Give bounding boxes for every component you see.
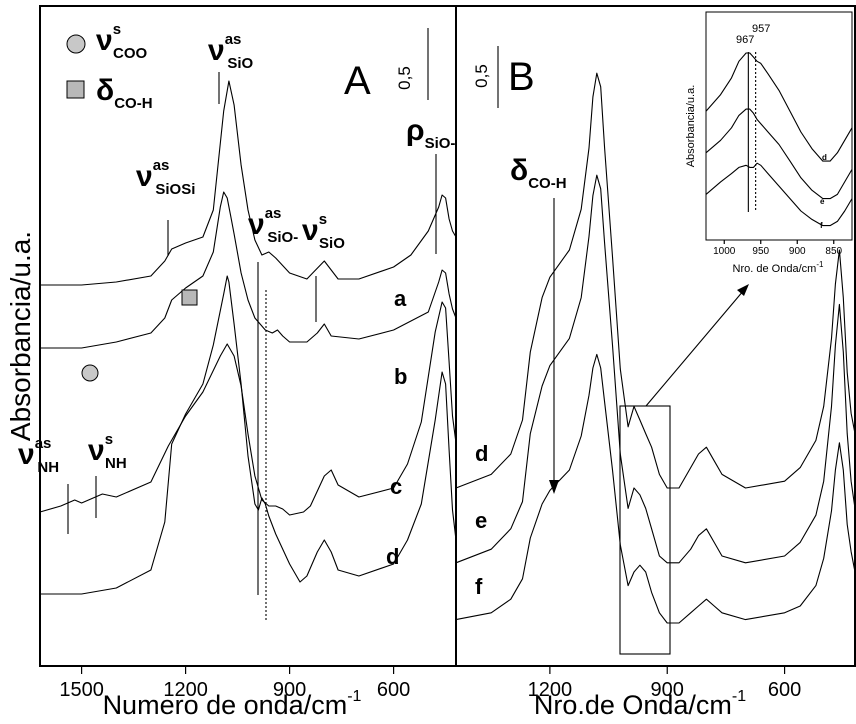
band-label-siosi-sup: as [153,157,170,174]
band-label-sio-minus-sym: ν [248,208,265,241]
band-label-sio-minus: νas SiO- [248,205,298,246]
scale-bar-a-label: 0,5 [395,66,414,90]
legend-circle-marker [66,34,86,54]
legend-coo-label: νs COO [96,21,148,62]
band-label-siosi-sub: SiOSi [155,181,195,198]
series-label-d-b: d [475,441,488,466]
band-label-sio-s: νs SiO [302,211,345,252]
x-axis-label-b: Nro.de Onda/cm-1 [534,688,746,720]
x-axis-label-a-text: Numero de onda/cm [103,690,348,720]
band-label-sio-as-sub: SiO [227,55,253,72]
band-label-coh-b-sym: δ [510,154,528,187]
x-tick-label-a-1200: 1200 [163,679,208,701]
inset-trace-e [705,108,853,200]
coh-arrow-head [549,480,559,494]
band-label-sio-s-sub: SiO [319,235,345,252]
trace-a-b [40,191,457,349]
spectra-traces [39,72,856,624]
legend-coh-label: δCO-H [96,74,153,112]
inset-series-e: e [820,197,825,206]
band-label-sio-s-sup: s [319,211,327,228]
legend-coh-sym: δ [96,74,114,107]
band-label-coh-b-sub: CO-H [528,175,566,192]
series-label-b: b [394,364,407,389]
band-label-siosi: νas SiOSi [136,157,195,198]
legend-coo-sub: COO [113,45,148,62]
inset-x-label-text: Nro. de Onda/cm [733,263,817,275]
x-tick-label-a-600: 600 [377,679,410,701]
zoom-arrow-head [737,284,749,296]
x-axis-label-a-sup: -1 [347,688,361,705]
inset-y-label: Absorbancia/u.a. [685,85,697,168]
band-label-rho: ρSiO- [406,114,455,152]
legend-coo-sup: s [113,21,121,38]
axis-ticks: 1500 1200 900 600 1200 900 600 [59,666,801,701]
series-label-c: c [390,474,402,499]
band-label-nh-s: νs NH [88,431,127,472]
inset-series-f: f [820,221,823,230]
series-label-a: a [394,286,407,311]
zoom-box [619,405,671,655]
band-label-nh-s-sub: NH [105,455,127,472]
inset-x-label: Nro. de Onda/cm-1 [733,260,824,275]
series-label-e-b: e [475,508,487,533]
x-axis-label-a: Numero de onda/cm-1 [103,688,362,720]
square-marker-plot [181,289,198,306]
x-axis-label-b-sup: -1 [732,688,746,705]
inset-tick-label-850: 850 [825,246,842,257]
x-tick-label-b-600: 600 [768,679,801,701]
x-tick-label-b-1200: 1200 [528,679,573,701]
trace-a-c [39,301,457,516]
inset-tick-label-950: 950 [752,246,769,257]
inset-tick-label-1000: 1000 [713,246,736,257]
y-axis-label: Absorbancia/u.a. [5,231,36,441]
inset-trace-d [705,52,853,162]
panel-label-a: A [344,59,371,103]
legend-square-marker [66,80,85,99]
x-axis-label-b-text: Nro.de Onda/cm [534,690,732,720]
x-tick-label-a-900: 900 [273,679,306,701]
band-label-sio-as: νas SiO [208,31,254,72]
panel-label-b: B [508,55,535,99]
band-label-siosi-sym: ν [136,160,153,193]
x-tick-label-b-900: 900 [651,679,684,701]
inset-marker-label-957: 957 [752,23,770,35]
band-label-rho-sym: ρ [406,114,425,147]
band-label-nh-s-sym: ν [88,434,105,467]
trace-b-d [455,72,856,489]
band-label-sio-as-sym: ν [208,34,225,67]
circle-marker-plot [81,364,99,382]
band-label-rho-sub: SiO- [425,135,456,152]
band-label-coh-b: δCO-H [510,154,567,192]
band-label-sio-minus-sub: SiO- [267,229,298,246]
inset-traces: 1000 950 900 850 [705,52,853,257]
trace-a-d [40,275,457,595]
band-label-nh-as: νas NH [18,435,59,476]
band-label-sio-minus-sup: as [265,205,282,222]
band-label-sio-s-sym: ν [302,214,319,247]
trace-a-a [40,80,457,286]
band-label-sio-as-sup: as [225,31,242,48]
trace-b-f [455,353,856,624]
band-label-nh-as-sup: as [35,435,52,452]
band-label-nh-s-sup: s [105,431,113,448]
trace-b-e [455,174,856,564]
inset-frame [705,11,853,241]
inset-tick-label-900: 900 [789,246,806,257]
inset-trace-f [705,162,853,227]
inset-series-d: d [822,153,827,162]
series-label-f-b: f [475,574,483,599]
legend-coh-sub: CO-H [114,95,152,112]
scale-bar-b-label: 0,5 [472,64,491,88]
zoom-arrow-line [645,289,745,407]
band-label-nh-as-sym: ν [18,438,35,471]
x-tick-label-a-1500: 1500 [59,679,104,701]
inset-marker-label-967: 967 [736,34,754,46]
legend-coo-sym: ν [96,24,113,57]
inset-x-label-sup: -1 [816,260,824,269]
band-label-nh-as-sub: NH [37,459,59,476]
panel-b-frame [455,5,856,667]
series-label-d-a: d [386,544,399,569]
